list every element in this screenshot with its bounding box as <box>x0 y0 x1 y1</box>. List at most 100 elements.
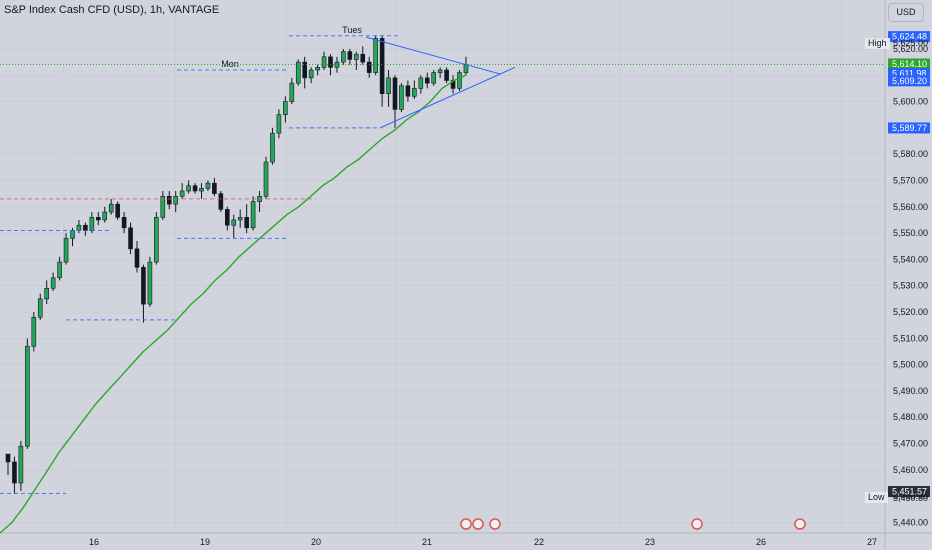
x-tick-label: 26 <box>756 537 766 547</box>
candle-body <box>424 77 430 84</box>
candle-body <box>218 193 224 210</box>
y-tick-label: 5,530.00 <box>893 281 928 291</box>
candle-body <box>373 38 378 73</box>
candle-body <box>295 61 301 84</box>
y-tick-label: 5,470.00 <box>893 439 928 449</box>
price-badge-text: 5,609.20 <box>892 76 927 86</box>
y-tick-label: 5,570.00 <box>893 175 928 185</box>
candle-body <box>128 227 133 250</box>
symbol-title: S&P Index Cash CFD (USD), 1h, VANTAGE <box>4 4 220 16</box>
candle-body <box>315 67 320 71</box>
low-label: Low <box>865 492 888 503</box>
economic-event-icon <box>794 518 806 530</box>
economic-event-icon <box>489 518 501 530</box>
candle-body <box>289 82 295 102</box>
candle-body <box>250 201 256 229</box>
candle-body <box>321 56 327 68</box>
wedge-lower-line <box>379 66 516 129</box>
high-value: 5,625.00 <box>893 38 928 48</box>
candle-body <box>141 266 146 305</box>
candle-body <box>244 217 249 229</box>
level-annotation: Tues <box>342 25 362 35</box>
candle-body <box>186 185 191 192</box>
candle-body <box>147 261 153 305</box>
candle-body <box>418 77 424 89</box>
candle-body <box>328 56 333 68</box>
price-badge <box>888 75 930 87</box>
price-badge <box>888 58 930 70</box>
candle-body <box>431 72 437 84</box>
candle-body <box>405 85 411 97</box>
candle-body <box>225 209 230 226</box>
candle-body <box>283 101 288 116</box>
candle-body <box>83 224 88 231</box>
candle-body <box>457 72 462 89</box>
candle-body <box>463 64 469 73</box>
y-tick-label: 5,520.00 <box>893 307 928 317</box>
x-tick-label: 19 <box>200 537 210 547</box>
economic-event-icon <box>460 518 472 530</box>
y-tick-label: 5,620.00 <box>893 44 928 54</box>
y-tick-label: 5,480.00 <box>893 412 928 422</box>
candle-body <box>96 217 101 221</box>
high-label: High <box>865 38 890 49</box>
price-badge <box>888 486 930 498</box>
y-tick-label: 5,490.00 <box>893 386 928 396</box>
candle-body <box>353 53 359 60</box>
economic-event-icon <box>691 518 703 530</box>
candle-body <box>366 61 372 73</box>
candle-body <box>444 69 449 81</box>
price-badge-text: 5,624.48 <box>892 32 927 42</box>
candle-body <box>154 217 159 263</box>
candle-body <box>386 77 391 94</box>
candle-body <box>437 69 443 73</box>
candle-body <box>360 53 366 63</box>
candle-body <box>199 188 204 192</box>
y-tick-label: 5,580.00 <box>893 149 928 159</box>
candle-body <box>134 248 140 268</box>
price-badge <box>888 122 930 134</box>
x-tick-label: 23 <box>645 537 655 547</box>
x-tick-label: 21 <box>422 537 432 547</box>
candle-body <box>308 69 314 79</box>
candle-body <box>70 230 75 239</box>
y-tick-label: 5,540.00 <box>893 254 928 264</box>
candle-body <box>37 298 43 318</box>
candle-body <box>12 461 17 484</box>
y-tick-label: 5,500.00 <box>893 360 928 370</box>
candle-body <box>160 195 166 218</box>
candle-body <box>102 211 108 221</box>
candle-body <box>173 195 178 205</box>
candle-body <box>89 217 95 231</box>
candle-body <box>392 77 398 110</box>
candle-body <box>25 345 30 447</box>
candle-body <box>412 88 417 97</box>
candle-body <box>263 161 269 197</box>
candle-body <box>347 51 353 60</box>
candle-body <box>18 445 24 484</box>
y-tick-label: 5,460.00 <box>893 465 928 475</box>
candle-body <box>115 203 120 218</box>
candle-body <box>399 85 404 110</box>
price-badge <box>888 31 930 43</box>
candle-body <box>31 316 37 347</box>
x-tick-label: 16 <box>89 537 99 547</box>
currency-button[interactable]: USD <box>888 3 924 22</box>
candle-body <box>5 453 11 463</box>
candle-body <box>379 38 385 94</box>
economic-event-icon <box>472 518 484 530</box>
y-tick-label: 5,560.00 <box>893 202 928 212</box>
y-tick-label: 5,510.00 <box>893 333 928 343</box>
candle-body <box>270 132 275 163</box>
y-tick-label: 5,440.00 <box>893 517 928 527</box>
x-tick-label: 20 <box>311 537 321 547</box>
candle-body <box>205 182 211 189</box>
level-annotation: Mon <box>221 59 239 69</box>
candle-body <box>50 277 56 289</box>
candle-body <box>231 219 237 226</box>
y-tick-label: 5,550.00 <box>893 228 928 238</box>
wedge-upper-line <box>365 36 501 75</box>
candle-body <box>192 185 198 192</box>
